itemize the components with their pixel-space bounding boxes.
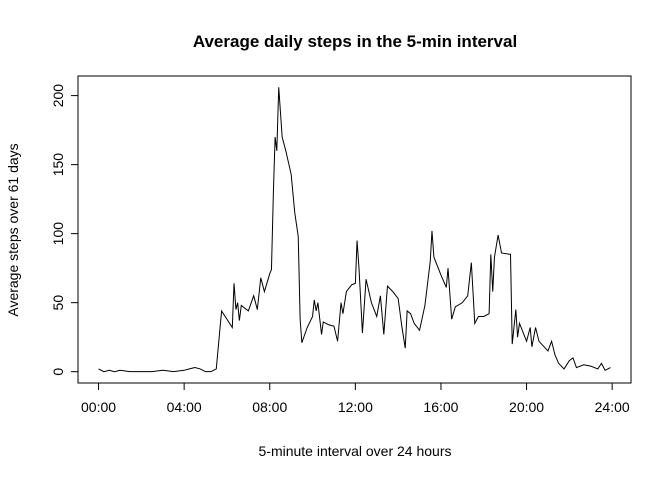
x-tick-label: 12:00 (338, 399, 373, 415)
x-tick-label: 00:00 (81, 399, 116, 415)
x-tick-label: 04:00 (167, 399, 202, 415)
x-tick-label: 08:00 (252, 399, 287, 415)
y-tick-label: 0 (50, 368, 66, 376)
x-tick-label: 20:00 (509, 399, 544, 415)
y-axis-label: Average steps over 61 days (5, 143, 21, 316)
y-tick-label: 100 (50, 222, 66, 246)
y-tick-label: 150 (50, 153, 66, 177)
x-axis-label: 5-minute interval over 24 hours (259, 443, 452, 459)
x-tick-label: 24:00 (595, 399, 630, 415)
x-tick-label: 16:00 (423, 399, 458, 415)
y-tick-label: 50 (50, 295, 66, 311)
y-tick-label: 200 (50, 84, 66, 108)
data-line (98, 87, 611, 373)
chart-title: Average daily steps in the 5-min interva… (193, 32, 517, 51)
